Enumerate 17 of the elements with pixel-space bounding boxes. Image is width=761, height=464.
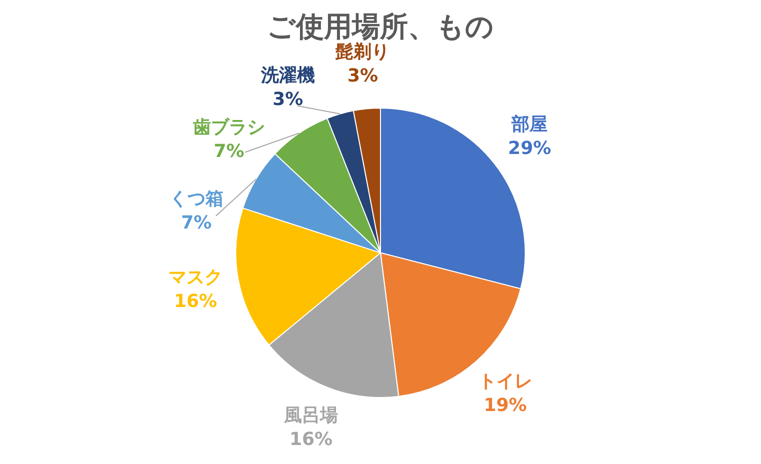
data-label: 19% — [484, 395, 527, 416]
slice-label: くつ箱 — [169, 188, 224, 210]
chart-title: ご使用場所、もの — [267, 10, 494, 44]
slice-label: トイレ — [478, 371, 532, 392]
data-label: 7% — [214, 140, 244, 162]
data-label: 3% — [347, 66, 378, 87]
data-label: 16% — [174, 290, 218, 312]
slice-label: 洗濯機 — [260, 65, 315, 86]
data-label: 3% — [272, 89, 304, 110]
slice-label: マスク — [168, 266, 223, 288]
data-label: 16% — [289, 428, 333, 450]
data-label: 29% — [508, 138, 552, 159]
data-label: 7% — [181, 212, 212, 234]
slice-label: 髭剃り — [334, 42, 390, 63]
slice-label: 部屋 — [510, 114, 548, 135]
slice-label: 歯ブラシ — [192, 116, 266, 138]
slice-label: 風呂場 — [283, 404, 338, 426]
